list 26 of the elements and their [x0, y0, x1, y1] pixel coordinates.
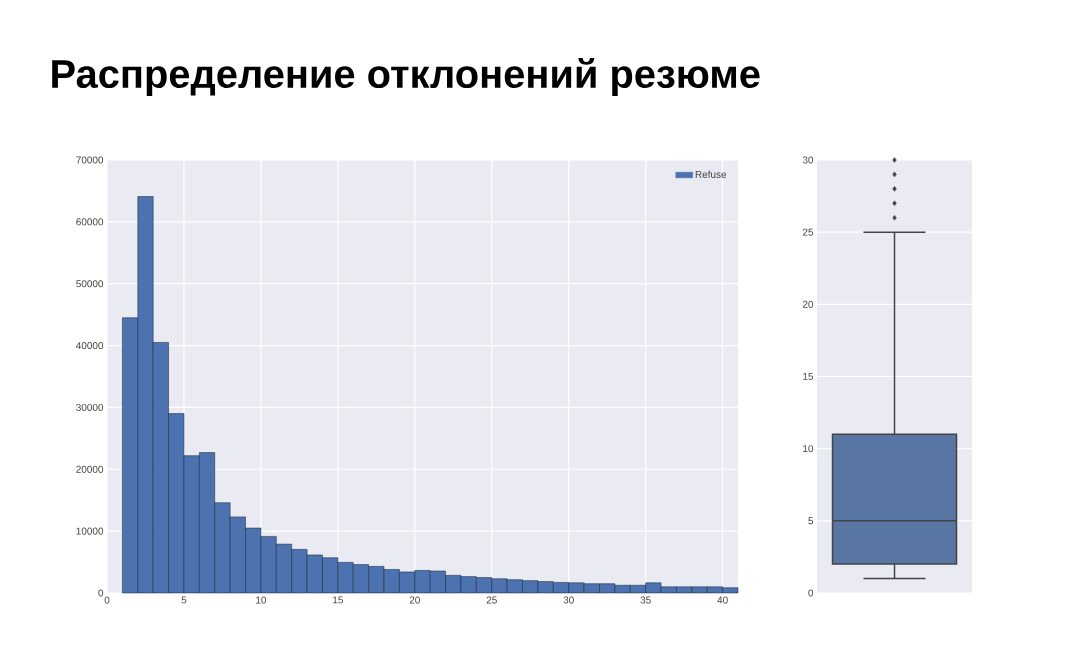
x-tick-label: 30 [563, 596, 574, 604]
y-tick-label: 60000 [76, 218, 104, 226]
y-tick-label: 10 [803, 445, 814, 453]
y-tick-label: 25 [802, 228, 814, 236]
x-tick-label: 20 [409, 596, 420, 604]
x-tick-label: 5 [181, 596, 187, 604]
x-tick-label: 0 [104, 596, 110, 604]
chart-title: Распределение отклонений резюме [52, 58, 760, 96]
y-tick-label: 0 [808, 589, 814, 597]
x-tick-label: 10 [256, 596, 267, 604]
y-tick-label: 0 [98, 589, 104, 597]
y-tick-label: 20 [802, 300, 814, 308]
legend-label: Refuse [695, 170, 727, 178]
y-tick-label: 10000 [76, 527, 104, 535]
y-tick-label: 70000 [76, 156, 104, 164]
y-tick-label: 30000 [76, 403, 104, 411]
x-tick-label: 40 [717, 596, 728, 604]
x-tick-label: 25 [486, 596, 497, 604]
y-tick-label: 5 [808, 517, 814, 525]
y-tick-label: 50000 [76, 280, 104, 288]
x-tick-label: 35 [640, 596, 651, 604]
y-tick-label: 30 [802, 156, 814, 164]
y-tick-label: 20000 [76, 465, 104, 473]
x-tick-label: 15 [333, 596, 343, 604]
y-tick-label: 15 [803, 373, 814, 380]
y-tick-label: 40000 [76, 342, 104, 350]
